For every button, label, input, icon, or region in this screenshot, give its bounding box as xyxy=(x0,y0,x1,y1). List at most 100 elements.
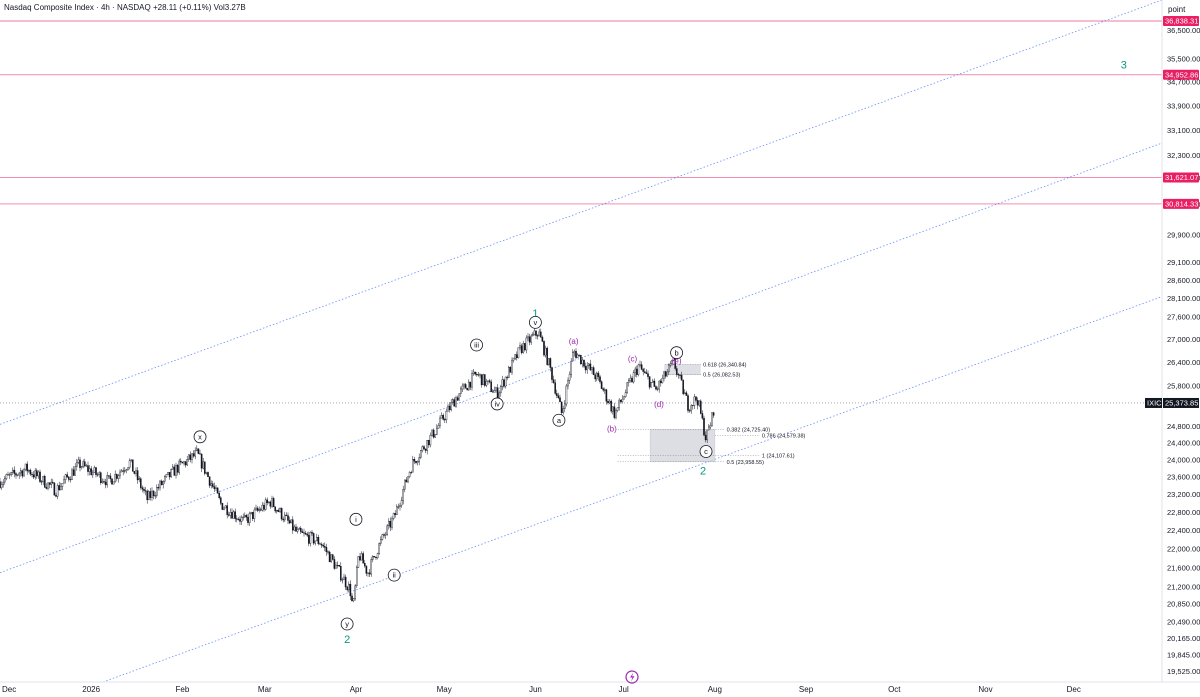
candle xyxy=(368,569,371,578)
candle-body xyxy=(154,495,157,497)
candle-body xyxy=(348,583,350,591)
candle xyxy=(122,467,124,476)
candle xyxy=(247,513,249,526)
candle-body xyxy=(669,363,672,366)
candle xyxy=(634,366,636,377)
candle xyxy=(282,516,285,523)
candle-body xyxy=(548,358,550,365)
candle xyxy=(703,415,705,437)
wave-circle-icon xyxy=(387,568,401,582)
candle xyxy=(375,556,377,560)
candle xyxy=(700,399,702,415)
wave-label-circle[interactable]: b xyxy=(670,346,684,360)
wave-label-circle[interactable]: c xyxy=(699,445,713,458)
candle-body xyxy=(75,462,78,467)
candle-body xyxy=(434,434,437,438)
time-axis[interactable]: Dec 2026 Feb Mar Apr May Jun Jul Aug Sep Oct Nov Dec xyxy=(2,685,1081,694)
axis-unit-label[interactable]: point xyxy=(1168,5,1186,14)
wave-label-circle[interactable]: iii xyxy=(470,338,483,352)
candle xyxy=(344,574,347,591)
wave-label-primary[interactable]: 2 xyxy=(344,634,350,646)
candle-body xyxy=(540,331,542,338)
candle xyxy=(170,468,173,478)
wave-label-circle[interactable]: x xyxy=(193,430,207,444)
candle-body xyxy=(195,448,198,451)
candle-body xyxy=(82,461,84,468)
candle xyxy=(187,454,190,463)
candle xyxy=(612,406,614,415)
candle-body xyxy=(357,556,360,568)
wave-label-circle[interactable]: i xyxy=(349,512,363,526)
candle xyxy=(455,395,457,408)
level-price-tag[interactable]: 36,838.31 xyxy=(1163,15,1199,26)
candle xyxy=(620,399,622,404)
level-price-tag[interactable]: 34,952.86 xyxy=(1163,69,1199,80)
candle-body xyxy=(514,354,516,359)
candle-body xyxy=(464,384,467,389)
level-price-tag[interactable]: 30,814.33 xyxy=(1163,198,1199,209)
candle-body xyxy=(258,509,261,511)
symbol-title[interactable]: Nasdaq Composite Index · 4h · NASDAQ xyxy=(4,3,151,12)
candle-body xyxy=(426,440,429,451)
candle xyxy=(330,554,333,563)
candle-body xyxy=(512,357,515,361)
candle xyxy=(524,343,526,352)
candle-body xyxy=(712,412,715,416)
wave-circle-label: i xyxy=(355,515,357,524)
last-price-tag[interactable]: IXIC 25,373.85 xyxy=(1145,397,1199,408)
y-tick-label: 28,600.00 xyxy=(1167,276,1200,285)
candle xyxy=(98,471,100,478)
wave-label-abc[interactable]: (c) xyxy=(628,354,638,363)
candle-body xyxy=(215,487,217,489)
candle xyxy=(365,565,368,577)
candle-body xyxy=(399,504,401,507)
candle xyxy=(383,532,385,538)
candle xyxy=(197,448,200,455)
wave-label-primary[interactable]: 1 xyxy=(532,308,538,320)
candle xyxy=(559,394,561,403)
wave-label-abc[interactable]: (e) xyxy=(672,356,682,365)
wave-label-circle[interactable]: iv xyxy=(490,397,504,411)
wave-label-abc[interactable]: (d) xyxy=(654,400,664,409)
candle-body xyxy=(421,446,424,451)
candle xyxy=(229,508,232,519)
channel-line[interactable] xyxy=(102,296,1163,683)
candle-body xyxy=(247,517,249,523)
candle xyxy=(221,502,224,510)
wave-label-abc[interactable]: (a) xyxy=(569,337,579,346)
wave-label-primary[interactable]: 3 xyxy=(1121,60,1127,72)
wave-label-circle[interactable]: ii xyxy=(387,568,401,582)
price-axis[interactable]: 36,500.00 35,500.00 34,700.00 33,900.00 33,1… xyxy=(1167,26,1200,676)
candle xyxy=(693,393,696,410)
candle-body xyxy=(580,354,582,365)
candle xyxy=(288,516,291,525)
wave-label-circle[interactable]: a xyxy=(552,413,566,427)
tv-logo-icon[interactable] xyxy=(625,670,639,684)
candle xyxy=(199,449,201,455)
candle xyxy=(295,523,297,532)
fib-box-upper[interactable] xyxy=(664,364,701,375)
wave-label-abc[interactable]: (b) xyxy=(607,424,617,433)
candle xyxy=(482,373,485,386)
candle xyxy=(402,485,405,505)
candle xyxy=(107,475,110,480)
wave-label-circle[interactable]: y xyxy=(340,617,354,631)
y-tick-label: 34,700.00 xyxy=(1167,78,1200,87)
candle xyxy=(576,353,579,358)
candle xyxy=(61,483,64,491)
candle xyxy=(223,506,225,511)
candle xyxy=(578,354,580,357)
level-price-tag[interactable]: 31,621.07 xyxy=(1163,172,1199,183)
wave-label-circle[interactable]: v xyxy=(529,315,542,329)
candle-body xyxy=(676,368,678,375)
candle-body xyxy=(26,463,29,472)
candle-body xyxy=(304,532,307,535)
candle-body xyxy=(66,474,68,478)
candle-body xyxy=(218,493,221,498)
candle xyxy=(208,476,211,489)
wave-label-primary[interactable]: 2 xyxy=(700,466,706,478)
candle-body xyxy=(639,364,641,366)
candle-body xyxy=(18,472,21,476)
candle-body xyxy=(152,490,155,497)
